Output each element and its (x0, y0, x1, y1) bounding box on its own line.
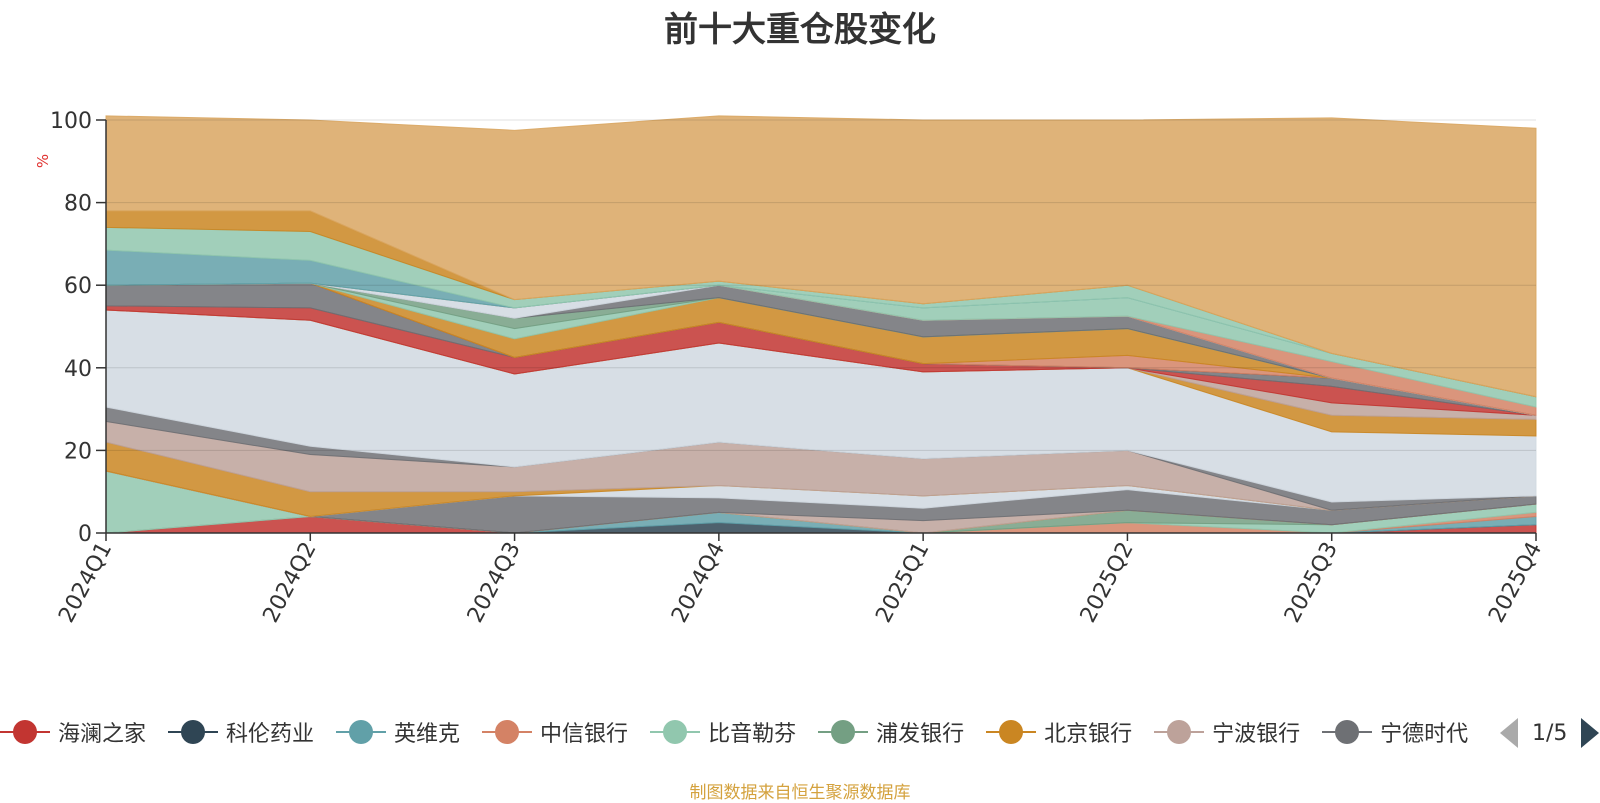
x-tick-label: 2025Q3 (1280, 538, 1343, 627)
legend-item[interactable]: 海澜之家 (0, 712, 146, 752)
legend-label: 比音勒芬 (708, 722, 797, 747)
y-tick-label: 100 (50, 109, 92, 134)
y-axis-label: % (34, 154, 52, 168)
legend-item[interactable]: 北京银行 (986, 712, 1132, 752)
legend-marker-icon (650, 719, 701, 745)
y-tick-label: 60 (64, 274, 92, 299)
legend-item[interactable]: 英维克 (336, 712, 460, 752)
legend-marker-icon (986, 719, 1037, 745)
legend-label: 宁德时代 (1380, 722, 1469, 747)
x-tick-label: 2025Q4 (1484, 538, 1547, 627)
x-tick-label: 2024Q1 (54, 538, 117, 627)
source-note: 制图数据来自恒生聚源数据库 (689, 783, 911, 803)
legend-item[interactable]: 宁德时代 (1322, 712, 1468, 752)
area-series-31 (105, 115, 1537, 398)
legend-item[interactable]: 比音勒芬 (650, 712, 796, 752)
legend-item[interactable]: 科伦药业 (168, 712, 314, 752)
legend-label: 北京银行 (1044, 722, 1133, 747)
legend-pager: 1/5 (1500, 718, 1600, 748)
y-tick-label: 20 (64, 439, 92, 464)
area-layer (105, 115, 1537, 534)
legend-marker-icon (1322, 719, 1373, 745)
chart-title: 前十大重仓股变化 (664, 10, 936, 50)
x-tick-label: 2024Q2 (259, 538, 322, 627)
legend-item[interactable]: 浦发银行 (818, 712, 964, 752)
legend-next-page-button[interactable] (1581, 718, 1600, 748)
x-tick-label: 2025Q2 (1076, 538, 1139, 627)
legend-label: 宁波银行 (1212, 722, 1301, 747)
legend-marker-icon (818, 719, 869, 745)
x-tick-label: 2024Q3 (463, 538, 526, 627)
legend-marker-icon (0, 719, 50, 745)
legend-marker-icon (482, 719, 533, 745)
x-tick-label: 2024Q4 (667, 538, 730, 627)
y-tick-label: 0 (78, 522, 92, 547)
legend-label: 浦发银行 (876, 722, 965, 747)
grid-layer (106, 119, 1536, 451)
legend-label: 英维克 (394, 722, 461, 747)
legend-item[interactable]: 中信银行 (482, 712, 628, 752)
legend-label: 科伦药业 (226, 722, 315, 747)
legend: 海澜之家 科伦药业 英维克 中信银行 比音勒芬 浦发银行 北京银行 宁波银行 宁德时代 (0, 712, 1482, 752)
x-tick-label: 2025Q1 (871, 538, 934, 627)
y-tick-label: 40 (64, 357, 92, 382)
legend-marker-icon (336, 719, 387, 745)
y-tick-label: 80 (64, 192, 92, 217)
legend-page-indicator: 1/5 (1532, 720, 1568, 746)
legend-label: 海澜之家 (58, 722, 147, 747)
legend-item[interactable]: 宁波银行 (1154, 712, 1300, 752)
legend-label: 中信银行 (540, 722, 629, 747)
legend-marker-icon (168, 719, 219, 745)
legend-prev-page-button[interactable] (1500, 718, 1518, 748)
legend-marker-icon (1154, 719, 1205, 745)
